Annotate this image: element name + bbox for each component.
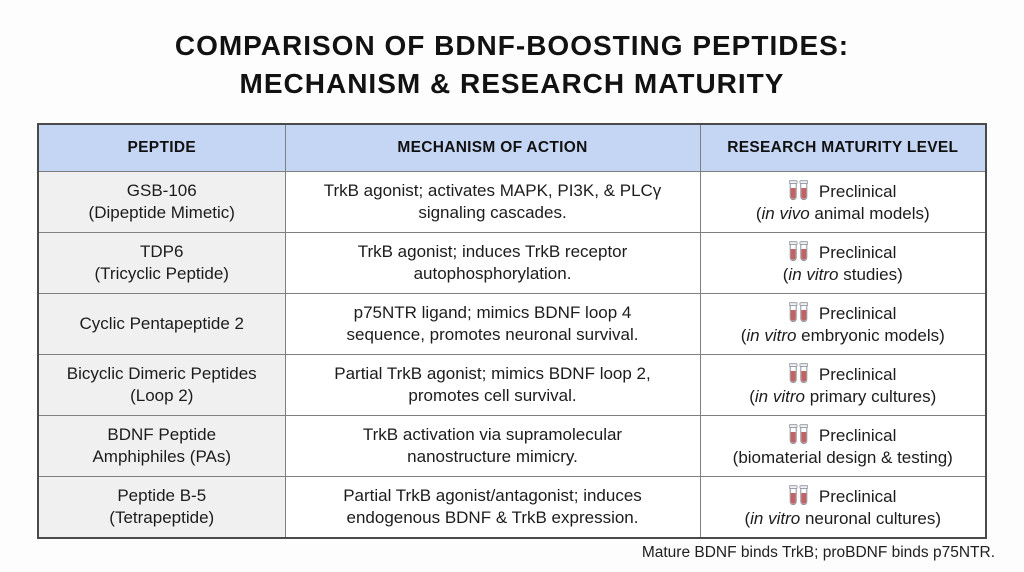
mechanism-cell: TrkB agonist; induces TrkB receptor auto… [284,232,701,294]
maturity-cell: Preclinical (in vitro primary cultures) [699,354,987,416]
peptide-cell: GSB-106 (Dipeptide Mimetic) [37,171,286,233]
table-row: BDNF Peptide Amphiphiles (PAs) TrkB acti… [37,415,987,477]
maturity-detail: (in vitro studies) [782,264,903,284]
maturity-cell: Preclinical (in vivo animal models) [699,171,987,233]
mechanism-text-line2: promotes cell survival. [408,386,577,405]
mechanism-text-line1: TrkB agonist; induces TrkB receptor [357,242,628,262]
mechanism-text-line2: autophosphorylation. [413,264,572,283]
peptide-cell: BDNF Peptide Amphiphiles (PAs) [37,415,286,477]
maturity-detail: (biomaterial design & testing) [732,447,953,467]
peptide-name: BDNF Peptide [107,425,217,445]
header-maturity: RESEARCH MATURITY LEVEL [699,123,987,172]
table-row: Peptide B-5 (Tetrapeptide) Partial TrkB … [37,476,987,539]
peptide-name: Bicyclic Dimeric Peptides [66,364,257,384]
page-title-line2: MECHANISM & RESEARCH MATURITY [239,68,785,99]
mechanism-text-line1: TrkB activation via supramolecular [362,425,623,445]
footnote: Mature BDNF binds TrkB; proBDNF binds p7… [641,544,995,561]
test-tubes-icon [788,179,809,200]
peptide-subname: (Tetrapeptide) [109,508,215,527]
mechanism-text-line2: signaling cascades. [418,203,567,222]
maturity-detail: (in vivo animal models) [755,203,930,223]
peptide-subname: (Dipeptide Mimetic) [88,203,235,222]
maturity-label: Preclinical [818,486,897,506]
maturity-label: Preclinical [818,425,897,445]
table-row: GSB-106 (Dipeptide Mimetic) TrkB agonist… [37,171,987,233]
mechanism-cell: p75NTR ligand; mimics BDNF loop 4 sequen… [284,293,701,355]
maturity-label: Preclinical [818,242,897,262]
maturity-label: Preclinical [818,303,897,323]
peptide-name: TDP6 [140,242,184,262]
mechanism-text-line1: TrkB agonist; activates MAPK, PI3K, & PL… [323,181,662,201]
mechanism-text-line2: nanostructure mimicry. [407,447,578,466]
mechanism-text-line2: sequence, promotes neuronal survival. [346,325,639,344]
test-tubes-icon [788,484,809,505]
mechanism-cell: Partial TrkB agonist/antagonist; induces… [284,476,701,539]
comparison-table: PEPTIDE MECHANISM OF ACTION RESEARCH MAT… [37,123,987,539]
maturity-label: Preclinical [818,181,897,201]
peptide-name: GSB-106 [126,181,197,201]
test-tubes-icon [788,362,809,383]
maturity-cell: Preclinical (in vitro embryonic models) [699,293,987,355]
peptide-name: Cyclic Pentapeptide 2 [79,314,244,334]
test-tubes-icon [788,240,809,261]
test-tubes-icon [788,423,809,444]
maturity-cell: Preclinical (in vitro neuronal cultures) [699,476,987,539]
peptide-cell: Cyclic Pentapeptide 2 [37,293,286,355]
mechanism-text-line1: Partial TrkB agonist/antagonist; induces [343,486,642,506]
table-row: TDP6 (Tricyclic Peptide) TrkB agonist; i… [37,232,987,294]
peptide-cell: Peptide B-5 (Tetrapeptide) [37,476,286,539]
test-tubes-icon [788,301,809,322]
mechanism-cell: TrkB agonist; activates MAPK, PI3K, & PL… [284,171,701,233]
peptide-subname: (Loop 2) [130,386,194,405]
mechanism-text-line2: endogenous BDNF & TrkB expression. [346,508,639,527]
peptide-subname: Amphiphiles (PAs) [92,447,232,466]
mechanism-text-line1: p75NTR ligand; mimics BDNF loop 4 [353,303,632,323]
maturity-label: Preclinical [818,364,897,384]
maturity-detail: (in vitro neuronal cultures) [744,508,942,528]
header-mechanism: MECHANISM OF ACTION [284,123,701,172]
maturity-cell: Preclinical (in vitro studies) [699,232,987,294]
mechanism-cell: Partial TrkB agonist; mimics BDNF loop 2… [284,354,701,416]
maturity-detail: (in vitro embryonic models) [740,325,945,345]
table-row: Bicyclic Dimeric Peptides (Loop 2) Parti… [37,354,987,416]
maturity-cell: Preclinical (biomaterial design & testin… [699,415,987,477]
peptide-cell: Bicyclic Dimeric Peptides (Loop 2) [37,354,286,416]
peptide-name: Peptide B-5 [117,486,207,506]
header-peptide: PEPTIDE [37,123,286,172]
page-title: COMPARISON OF BDNF-BOOSTING PEPTIDES: ME… [0,0,1024,103]
table-row: Cyclic Pentapeptide 2 p75NTR ligand; mim… [37,293,987,355]
maturity-detail: (in vitro primary cultures) [749,386,937,406]
peptide-cell: TDP6 (Tricyclic Peptide) [37,232,286,294]
peptide-subname: (Tricyclic Peptide) [94,264,229,283]
mechanism-text-line1: Partial TrkB agonist; mimics BDNF loop 2… [334,364,651,384]
table-header-row: PEPTIDE MECHANISM OF ACTION RESEARCH MAT… [37,123,987,172]
mechanism-cell: TrkB activation via supramolecular nanos… [284,415,701,477]
page-title-line1: COMPARISON OF BDNF-BOOSTING PEPTIDES: [174,30,850,61]
